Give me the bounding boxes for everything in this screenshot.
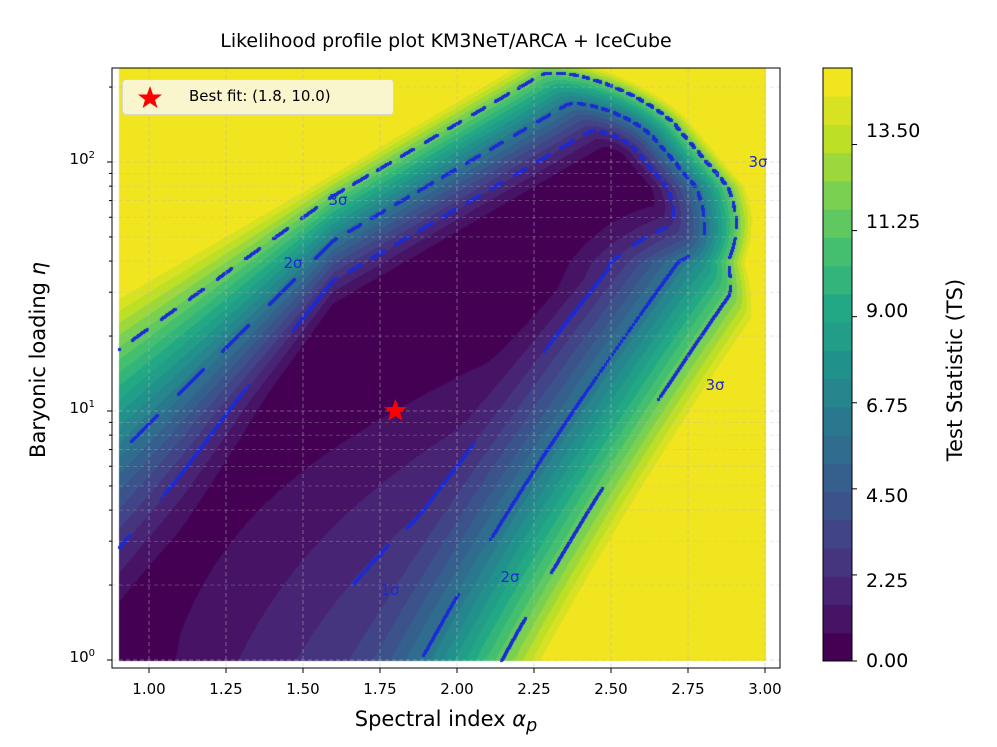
colorbar-band — [823, 265, 852, 295]
colorbar-band — [823, 68, 852, 97]
colorbar-band — [823, 406, 852, 436]
x-tick-label: 2.50 — [594, 680, 628, 698]
colorbar-band — [823, 632, 852, 662]
contour-label: 3σ — [705, 376, 725, 394]
colorbar-tick-label: 6.75 — [866, 395, 909, 417]
colorbar-band — [823, 435, 852, 464]
x-axis-label: Spectral index αp — [354, 707, 538, 737]
plot-frame — [111, 67, 781, 669]
colorbar-tick-label: 13.50 — [866, 120, 921, 142]
colorbar-tick-label: 11.25 — [866, 211, 921, 233]
colorbar-label: Test Statistic (TS) — [943, 278, 967, 462]
colorbar-band — [823, 237, 852, 267]
colorbar-band — [823, 519, 852, 549]
colorbar-tick-label: 9.00 — [866, 300, 909, 322]
colorbar-band — [823, 350, 852, 380]
x-tick-label: 1.00 — [132, 680, 166, 698]
colorbar-tick-label: 4.50 — [866, 485, 909, 507]
contour-label: 1σ — [380, 581, 400, 599]
colorbar-band — [823, 96, 852, 125]
x-tick-label: 3.00 — [748, 680, 782, 698]
y-tick-label: 101 — [69, 399, 95, 417]
legend: Best fit: (1.8, 10.0) — [122, 79, 394, 115]
colorbar-tick-label: 2.25 — [866, 570, 909, 592]
x-tick-label: 1.75 — [363, 680, 397, 698]
colorbar-band — [823, 576, 852, 606]
legend-star-icon — [138, 86, 162, 108]
colorbar-band — [823, 124, 852, 154]
y-tick-label: 100 — [69, 648, 95, 666]
colorbar-band — [823, 209, 852, 238]
x-tick-label: 2.25 — [517, 680, 551, 698]
colorbar-band — [823, 293, 852, 323]
best-fit-marker — [384, 399, 407, 421]
contour-label: 3σ — [748, 153, 768, 171]
legend-label: Best fit: (1.8, 10.0) — [189, 87, 331, 105]
y-tick-label: 102 — [69, 150, 95, 168]
colorbar-band — [823, 548, 852, 577]
contour-label: 2σ — [283, 254, 303, 272]
x-tick-label: 1.50 — [286, 680, 320, 698]
contour-label: 3σ — [328, 191, 348, 209]
colorbar-band — [823, 378, 852, 408]
x-tick-label: 2.00 — [440, 680, 474, 698]
contour-label: 2σ — [500, 568, 520, 586]
colorbar-band — [823, 463, 852, 493]
chart-title: Likelihood profile plot KM3NeT/ARCA + Ic… — [220, 30, 672, 52]
colorbar-band — [823, 604, 852, 634]
colorbar-tick-label: 0.00 — [866, 650, 909, 672]
colorbar-band — [823, 491, 852, 521]
x-tick-label: 2.75 — [671, 680, 705, 698]
y-axis-label: Baryonic loading η — [26, 262, 50, 458]
colorbar-frame — [822, 67, 853, 662]
colorbar-band — [823, 152, 852, 182]
x-tick-label: 1.25 — [209, 680, 243, 698]
ts-contour-field — [112, 68, 780, 668]
colorbar-band — [823, 322, 852, 351]
colorbar-band — [823, 180, 852, 210]
